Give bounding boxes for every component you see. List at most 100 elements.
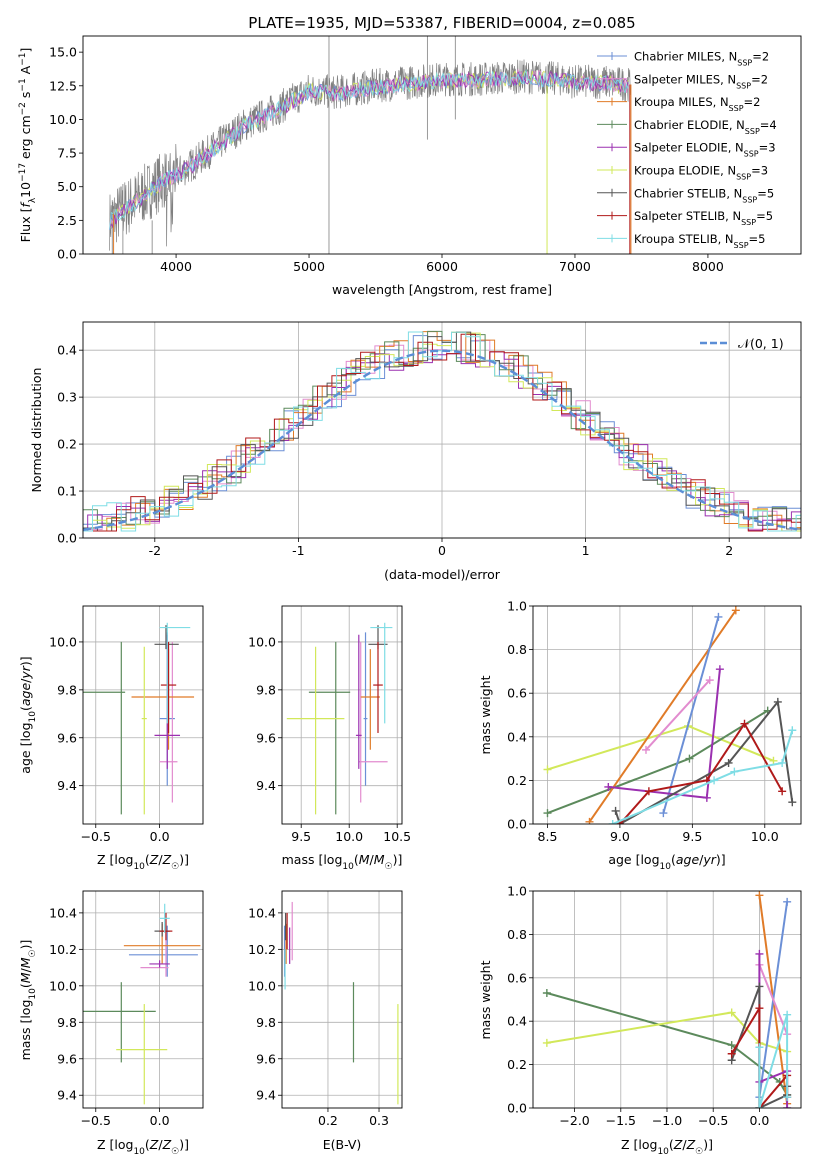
legend-nssp: =3 <box>759 141 776 155</box>
weight-series-line <box>547 709 769 815</box>
y-tick-label: 10.4 <box>248 905 276 920</box>
weight-point-marker <box>604 782 613 791</box>
y-tick-label: 15.0 <box>49 45 77 60</box>
y-tick-label: 7.5 <box>57 146 77 161</box>
weight-point-marker <box>543 809 552 818</box>
errorbar-point <box>358 641 388 803</box>
age-vs-Z-ylabel: age [log10(age/yr)] <box>18 656 38 773</box>
weight-point-marker <box>714 612 723 621</box>
weight-point-marker <box>783 897 792 906</box>
y-tick-label: 0.8 <box>507 927 527 942</box>
y-tick-label: 0.2 <box>507 773 527 788</box>
x-tick-label: 10.0 <box>751 829 779 844</box>
legend-nssp-sub: SSP <box>742 195 757 204</box>
x-tick-label: −1.0 <box>652 1113 682 1128</box>
legend-label: Salpeter MILES, NSSP=2 <box>634 72 768 90</box>
errorbar-point <box>116 1004 168 1105</box>
y-tick-label: 9.6 <box>57 1051 77 1066</box>
legend-label: Kroupa MILES, NSSP=2 <box>634 95 760 113</box>
weight-point-marker <box>641 745 650 754</box>
legend-gaussian-label: 𝒩(0, 1) <box>738 336 784 351</box>
residuals-frame <box>82 321 802 539</box>
x-tick-label: 6000 <box>426 259 458 274</box>
y-tick-label: 0.0 <box>57 247 77 262</box>
weight-point-marker <box>755 1004 764 1013</box>
errorbar-point <box>149 960 170 968</box>
weight-point-marker <box>755 982 764 991</box>
x-tick-label: 9.0 <box>610 829 630 844</box>
weight-point-marker <box>755 949 764 958</box>
spectrum-xlabel: wavelength [Angstrom, rest frame] <box>332 282 552 297</box>
mass_vs_Z-axes <box>79 891 203 1112</box>
mass_vs_ebv-axes <box>278 891 402 1112</box>
legend-model: Kroupa STELIB, N <box>634 232 734 246</box>
weight-vs-Z-xlabel: Z [log10(Z/Z☉)] <box>621 1137 713 1157</box>
legend-nssp: =5 <box>756 209 773 223</box>
histogram-series <box>83 331 801 532</box>
errorbar-point <box>159 912 173 941</box>
weight-point-marker <box>783 1010 792 1019</box>
x-tick-label: 5000 <box>293 259 325 274</box>
legend-label: Kroupa STELIB, NSSP=5 <box>634 232 765 250</box>
y-tick-label: 9.4 <box>57 778 77 793</box>
errorbar-point <box>83 982 156 1063</box>
mass_vs_Z-frame <box>82 890 204 1109</box>
spectrum-title: PLATE=1935, MJD=53387, FIBERID=0004, z=0… <box>248 14 635 32</box>
y-tick-label: 0.2 <box>507 1057 527 1072</box>
errorbar-point <box>131 649 195 750</box>
histogram-series <box>83 339 801 532</box>
age_vs_Z-frame <box>82 605 204 825</box>
x-tick-label: 9.5 <box>291 829 311 844</box>
x-tick-label: 8.5 <box>538 829 558 844</box>
y-tick-label: 9.8 <box>256 682 276 697</box>
weight-point-marker <box>755 1043 764 1052</box>
model-spectrum <box>109 71 629 230</box>
weight-point-marker <box>608 820 617 824</box>
weight-point-marker <box>740 719 749 728</box>
weight-point-marker <box>542 1038 551 1047</box>
x-tick-label: −0.5 <box>81 1113 111 1128</box>
weight-series-line <box>645 679 711 751</box>
y-tick-label: 1.0 <box>507 599 527 614</box>
y-tick-label: 0.1 <box>57 484 77 499</box>
x-tick-label: -1 <box>292 543 304 558</box>
weight-point-marker <box>724 758 733 767</box>
errorbar-point <box>360 649 380 750</box>
legend-nssp-sub: SSP <box>734 240 749 249</box>
legend-nssp: =2 <box>751 72 768 86</box>
spectrum-legend: Chabrier MILES, NSSP=2 Salpeter MILES, NS… <box>597 50 777 250</box>
errorbar-point <box>159 903 170 933</box>
weight-point-marker <box>585 817 594 824</box>
y-tick-label: 10.0 <box>49 112 77 127</box>
weight-point-marker <box>543 765 552 774</box>
legend-label: Chabrier STELIB, NSSP=5 <box>634 186 774 204</box>
legend-label: Chabrier ELODIE, NSSP=4 <box>634 118 777 136</box>
y-tick-label: 10.0 <box>248 634 276 649</box>
errorbar-point <box>141 646 147 815</box>
weight-point-marker <box>731 606 740 615</box>
weight-point-marker <box>727 1049 736 1058</box>
y-tick-label: 9.6 <box>57 730 77 745</box>
legend-model: Chabrier ELODIE, N <box>634 118 745 132</box>
histogram-series <box>83 331 801 532</box>
legend-model: Chabrier STELIB, N <box>634 186 742 200</box>
x-tick-label: 1 <box>582 543 590 558</box>
errorbar-point <box>355 634 362 769</box>
age_vs_mass-axes <box>278 606 402 828</box>
y-tick-label: 10.2 <box>248 942 276 957</box>
y-tick-label: 0.4 <box>507 729 527 744</box>
legend-nssp: =5 <box>749 232 766 246</box>
spectrum-ylabel: Flux [fλ10−17 erg cm−2 s−1 A−1] <box>18 48 38 243</box>
x-tick-label: 10.5 <box>383 829 411 844</box>
weight-point-marker <box>769 756 778 765</box>
y-tick-label: 10.2 <box>49 942 77 957</box>
legend-nssp-sub: SSP <box>737 58 752 67</box>
weight-point-marker <box>727 1008 736 1017</box>
y-tick-label: 10.4 <box>49 905 77 920</box>
weight-point-marker <box>778 758 787 767</box>
histogram-series <box>83 333 801 532</box>
histogram-series <box>83 351 801 532</box>
weight-point-marker <box>659 809 668 818</box>
legend-label: Salpeter STELIB, NSSP=5 <box>634 209 773 227</box>
legend-label: Chabrier MILES, NSSP=2 <box>634 50 769 68</box>
